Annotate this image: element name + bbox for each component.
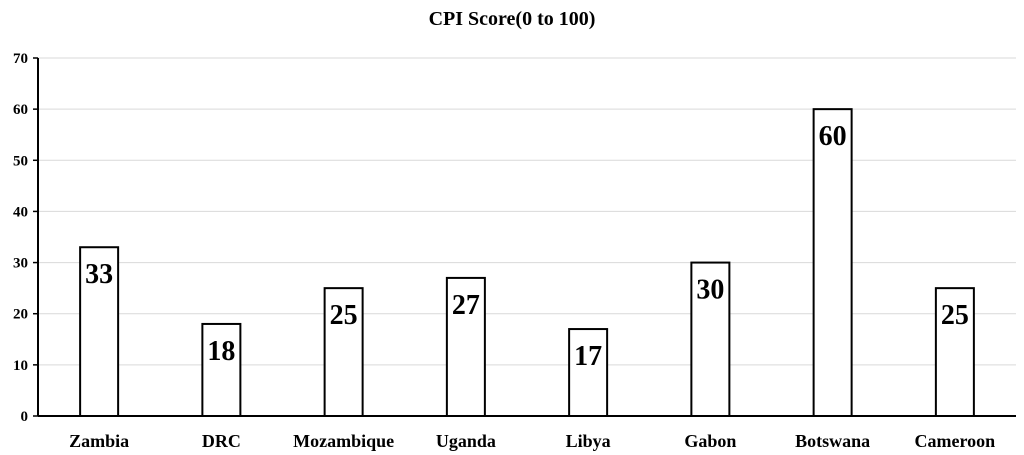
x-category-label: Mozambique (293, 431, 394, 451)
y-tick-label: 40 (13, 204, 28, 220)
chart-title: CPI Score(0 to 100) (429, 8, 596, 30)
x-category-label: Cameroon (915, 431, 996, 451)
data-label: 25 (330, 300, 358, 331)
y-tick-label: 20 (13, 307, 28, 323)
bar-uganda (445, 276, 486, 417)
data-label: 33 (85, 259, 113, 290)
gridlines (38, 57, 1016, 366)
axes (37, 58, 1016, 417)
bar-drc (201, 322, 242, 418)
data-label: 25 (941, 300, 969, 331)
x-category-label: Gabon (684, 431, 736, 451)
bar-zambia (79, 246, 120, 417)
x-category-label: DRC (202, 431, 241, 451)
x-category-label: Uganda (436, 431, 496, 451)
x-axis-categories: Zambia DRC Mozambique Uganda Libya Gabon Botsw… (69, 431, 995, 451)
data-label: 17 (574, 341, 602, 372)
data-labels: 33 18 25 27 17 30 60 25 (85, 121, 969, 372)
bar-botswana (812, 108, 853, 418)
y-tick-label: 10 (13, 358, 28, 374)
y-tick-label: 0 (21, 409, 29, 425)
bar-mozambique (323, 287, 364, 417)
data-label: 18 (207, 336, 235, 367)
y-tick-label: 50 (13, 153, 28, 169)
y-tick-label: 60 (13, 102, 28, 118)
x-category-label: Botswana (795, 431, 870, 451)
y-tick-label: 30 (13, 256, 28, 272)
data-label: 27 (452, 290, 480, 321)
data-label: 60 (819, 121, 847, 152)
data-label: 30 (696, 275, 724, 306)
x-category-label: Zambia (69, 431, 129, 451)
bars (79, 108, 975, 418)
x-category-label: Libya (566, 431, 611, 451)
y-tick-label: 70 (13, 51, 28, 67)
y-axis-ticks: 0 10 20 30 40 50 60 70 (13, 51, 38, 425)
